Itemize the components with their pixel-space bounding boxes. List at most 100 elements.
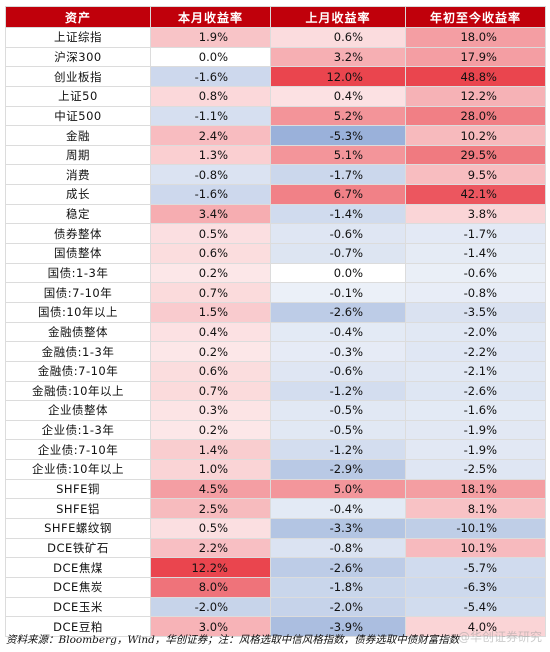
- table-row: 国债整体 0.6% -0.7% -1.4%: [5, 243, 546, 264]
- table-row: DCE豆粕 3.0% -3.9% 4.0%: [5, 616, 546, 637]
- current-month-cell: 4.5%: [150, 478, 271, 500]
- current-month-cell: 2.5%: [150, 498, 271, 520]
- table-body: 上证综指 1.9% 0.6% 18.0% 沪深300 0.0% 3.2% 17.9% 创业板指 -…: [5, 27, 546, 637]
- previous-month-cell: 12.0%: [270, 66, 406, 87]
- current-month-cell: 0.6%: [150, 243, 271, 264]
- watermark: @华创证券研究: [457, 630, 542, 644]
- ytd-cell: -1.7%: [405, 223, 546, 245]
- table-row: 金融 2.4% -5.3% 10.2%: [5, 125, 546, 146]
- ytd-cell: -1.9%: [405, 419, 546, 441]
- asset-name-cell: SHFE螺纹钢: [5, 518, 151, 539]
- ytd-cell: -2.0%: [405, 321, 546, 343]
- table-row: 债券整体 0.5% -0.6% -1.7%: [5, 223, 546, 245]
- table-row: 上证50 0.8% 0.4% 12.2%: [5, 85, 546, 107]
- asset-name-cell: DCE焦煤: [5, 557, 151, 578]
- asset-name-cell: 沪深300: [5, 46, 151, 68]
- table-row: 成长 -1.6% 6.7% 42.1%: [5, 184, 546, 205]
- asset-name-cell: DCE铁矿石: [5, 537, 151, 559]
- table-row: 金融债:10年以上 0.7% -1.2% -2.6%: [5, 380, 546, 402]
- table-row: SHFE铝 2.5% -0.4% 8.1%: [5, 498, 546, 520]
- table-row: 上证综指 1.9% 0.6% 18.0%: [5, 27, 546, 48]
- asset-name-cell: SHFE铝: [5, 498, 151, 520]
- previous-month-cell: 0.0%: [270, 262, 406, 284]
- current-month-cell: 0.2%: [150, 341, 271, 362]
- ytd-cell: 28.0%: [405, 105, 546, 127]
- ytd-cell: 17.9%: [405, 46, 546, 68]
- header-current-month: 本月收益率: [150, 6, 271, 28]
- ytd-cell: -0.8%: [405, 282, 546, 303]
- current-month-cell: -1.1%: [150, 105, 271, 127]
- previous-month-cell: 5.0%: [270, 478, 406, 500]
- current-month-cell: 1.3%: [150, 144, 271, 166]
- current-month-cell: 12.2%: [150, 557, 271, 578]
- asset-name-cell: DCE玉米: [5, 596, 151, 618]
- ytd-cell: 29.5%: [405, 144, 546, 166]
- ytd-cell: -5.7%: [405, 557, 546, 578]
- asset-name-cell: 国债整体: [5, 243, 151, 264]
- table-row: 国债:10年以上 1.5% -2.6% -3.5%: [5, 301, 546, 323]
- current-month-cell: 0.6%: [150, 360, 271, 382]
- current-month-cell: -1.6%: [150, 184, 271, 205]
- previous-month-cell: -5.3%: [270, 125, 406, 146]
- ytd-cell: 42.1%: [405, 184, 546, 205]
- asset-name-cell: 金融债:10年以上: [5, 380, 151, 402]
- ytd-cell: 18.1%: [405, 478, 546, 500]
- table-row: DCE铁矿石 2.2% -0.8% 10.1%: [5, 537, 546, 559]
- ytd-cell: 3.8%: [405, 203, 546, 225]
- table-row: 周期 1.3% 5.1% 29.5%: [5, 144, 546, 166]
- previous-month-cell: -0.8%: [270, 537, 406, 559]
- ytd-cell: -10.1%: [405, 518, 546, 539]
- current-month-cell: 1.0%: [150, 459, 271, 480]
- ytd-cell: 10.2%: [405, 125, 546, 146]
- previous-month-cell: -0.6%: [270, 223, 406, 245]
- header-asset: 资产: [5, 6, 151, 28]
- previous-month-cell: -1.2%: [270, 380, 406, 402]
- ytd-cell: 4.0%: [405, 616, 546, 637]
- current-month-cell: 0.7%: [150, 282, 271, 303]
- asset-name-cell: 金融债:7-10年: [5, 360, 151, 382]
- header-previous-month: 上月收益率: [270, 6, 406, 28]
- asset-name-cell: 金融债:1-3年: [5, 341, 151, 362]
- current-month-cell: 1.4%: [150, 439, 271, 461]
- previous-month-cell: -2.6%: [270, 557, 406, 578]
- asset-name-cell: DCE焦炭: [5, 576, 151, 598]
- previous-month-cell: -0.5%: [270, 400, 406, 421]
- header-row: 资产 本月收益率 上月收益率 年初至今收益率: [5, 6, 546, 28]
- previous-month-cell: 3.2%: [270, 46, 406, 68]
- current-month-cell: 0.8%: [150, 85, 271, 107]
- current-month-cell: 3.0%: [150, 616, 271, 637]
- previous-month-cell: -1.4%: [270, 203, 406, 225]
- ytd-cell: -1.4%: [405, 243, 546, 264]
- ytd-cell: -2.6%: [405, 380, 546, 402]
- asset-name-cell: 企业债:1-3年: [5, 419, 151, 441]
- asset-name-cell: 周期: [5, 144, 151, 166]
- current-month-cell: 0.7%: [150, 380, 271, 402]
- asset-name-cell: 金融: [5, 125, 151, 146]
- previous-month-cell: 5.1%: [270, 144, 406, 166]
- current-month-cell: 1.9%: [150, 27, 271, 48]
- previous-month-cell: 5.2%: [270, 105, 406, 127]
- asset-name-cell: 国债:1-3年: [5, 262, 151, 284]
- ytd-cell: 18.0%: [405, 27, 546, 48]
- ytd-cell: -1.6%: [405, 400, 546, 421]
- previous-month-cell: 6.7%: [270, 184, 406, 205]
- asset-name-cell: 债券整体: [5, 223, 151, 245]
- table-row: 金融债:1-3年 0.2% -0.3% -2.2%: [5, 341, 546, 362]
- previous-month-cell: 0.4%: [270, 85, 406, 107]
- table-row: DCE焦炭 8.0% -1.8% -6.3%: [5, 576, 546, 598]
- current-month-cell: 1.5%: [150, 301, 271, 323]
- current-month-cell: 0.3%: [150, 400, 271, 421]
- previous-month-cell: -0.7%: [270, 243, 406, 264]
- header-ytd: 年初至今收益率: [405, 6, 546, 28]
- asset-name-cell: 上证50: [5, 85, 151, 107]
- table-row: 中证500 -1.1% 5.2% 28.0%: [5, 105, 546, 127]
- asset-name-cell: SHFE铜: [5, 478, 151, 500]
- current-month-cell: 0.4%: [150, 321, 271, 343]
- current-month-cell: 0.2%: [150, 419, 271, 441]
- table-row: SHFE铜 4.5% 5.0% 18.1%: [5, 478, 546, 500]
- table-row: 企业债:7-10年 1.4% -1.2% -1.9%: [5, 439, 546, 461]
- source-note: 资料来源：Bloomberg，Wind，华创证券；注：风格选取中信风格指数，债券…: [6, 634, 460, 646]
- table-row: SHFE螺纹钢 0.5% -3.3% -10.1%: [5, 518, 546, 539]
- table-row: 企业债整体 0.3% -0.5% -1.6%: [5, 400, 546, 421]
- current-month-cell: -0.8%: [150, 164, 271, 186]
